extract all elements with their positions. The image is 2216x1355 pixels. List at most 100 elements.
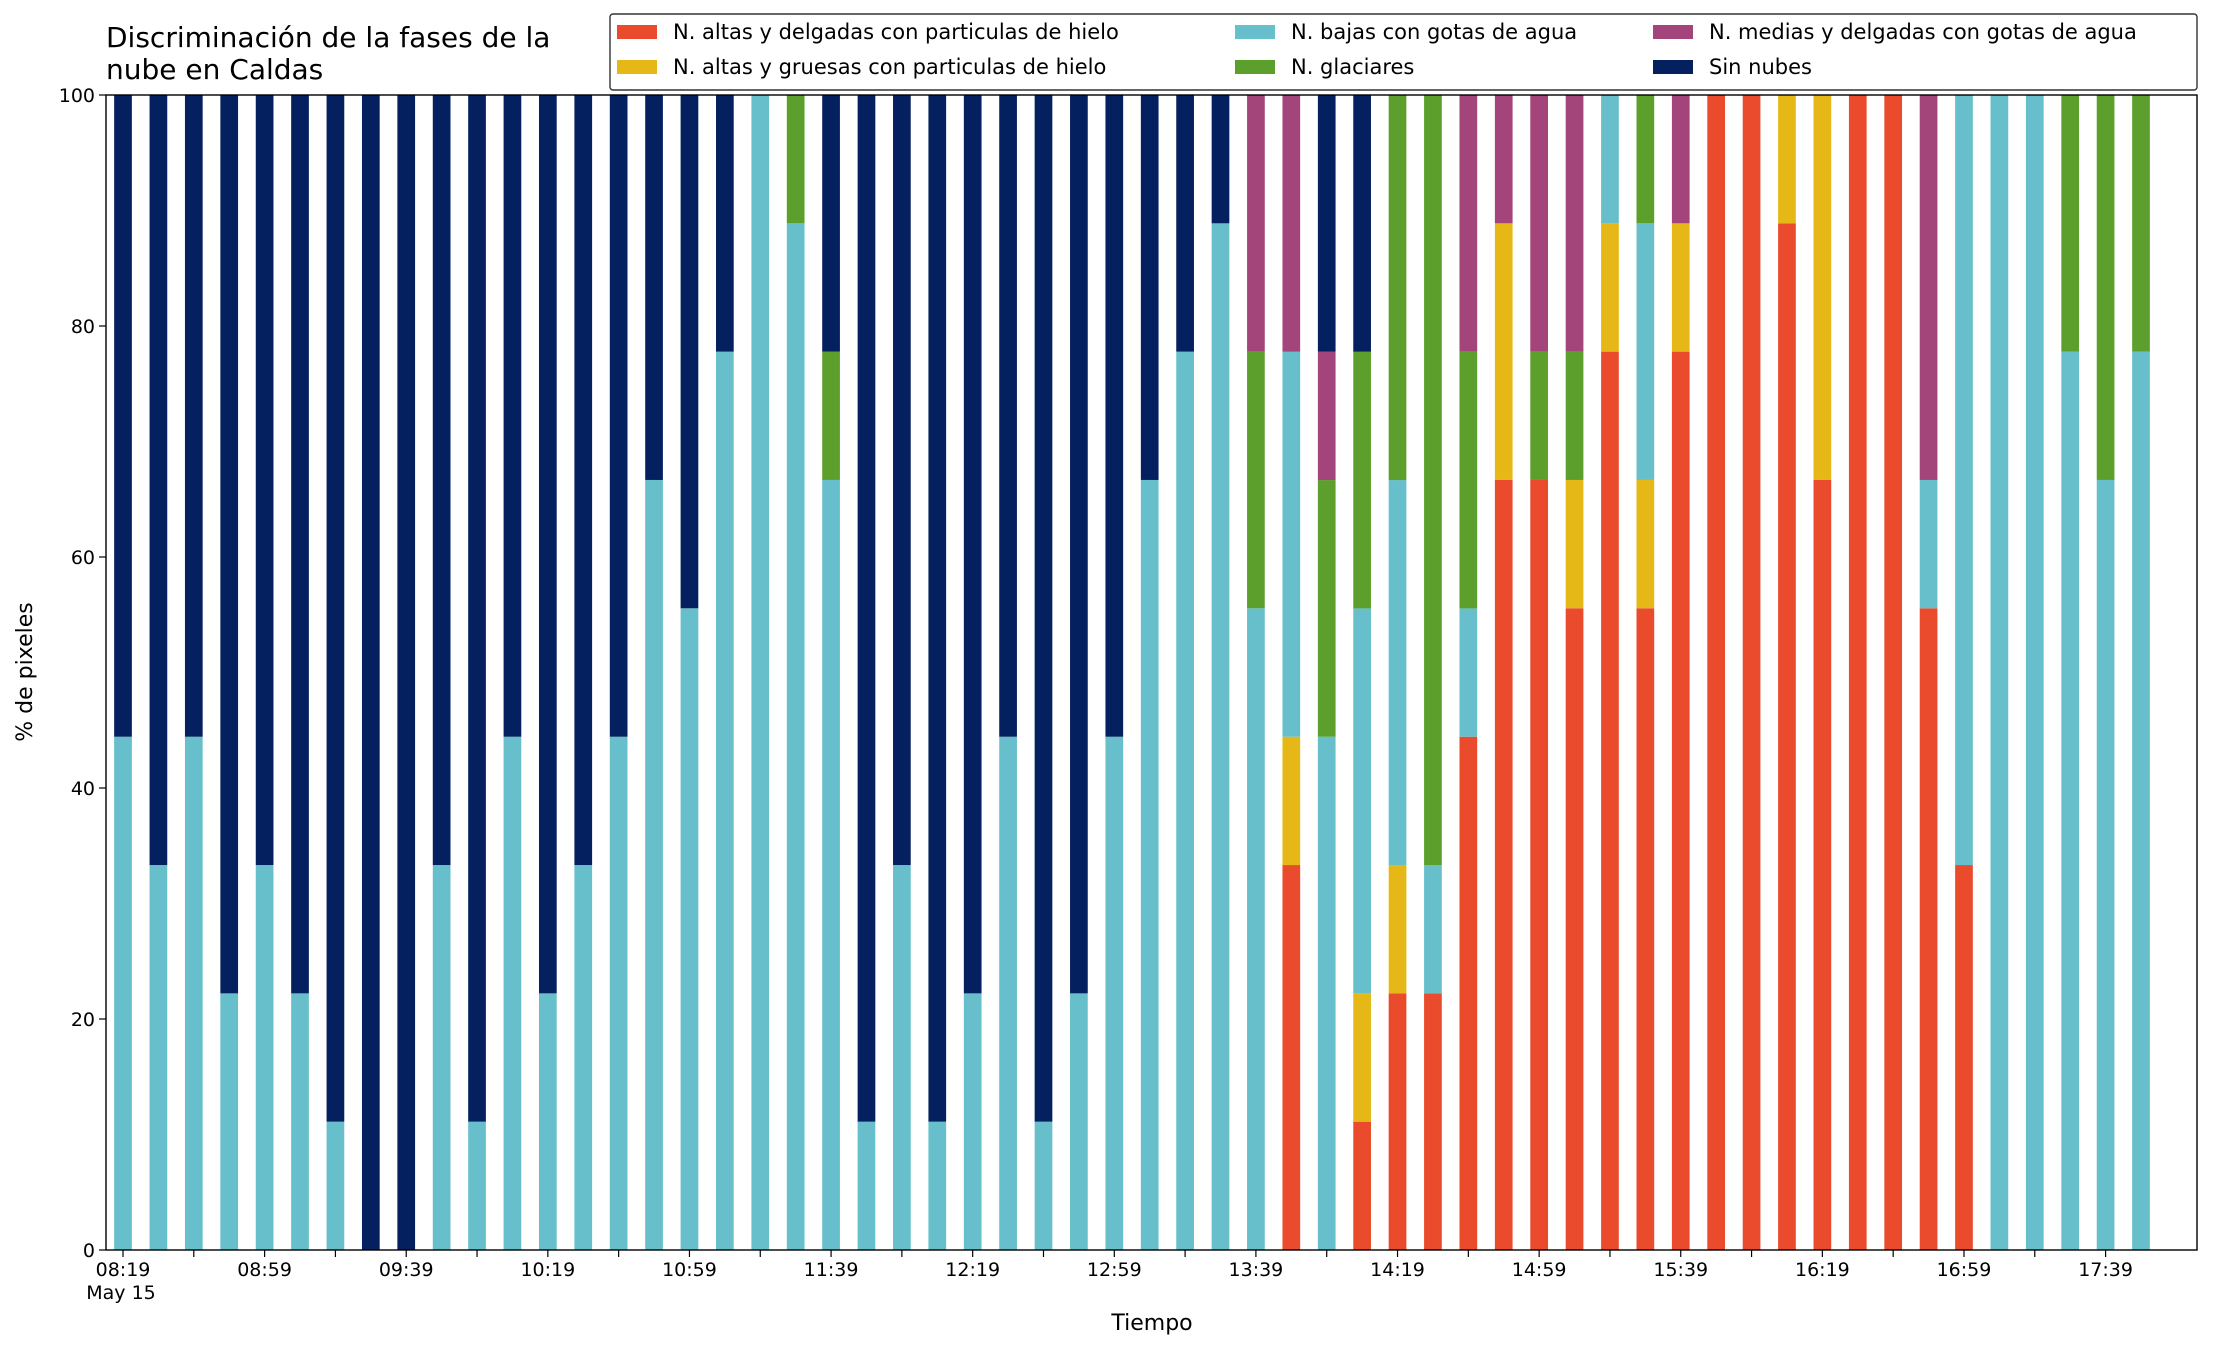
- y-tick-label: 100: [59, 85, 95, 107]
- bar-segment: [538, 993, 557, 1250]
- bar-segment: [2061, 95, 2080, 352]
- bar-segment: [1282, 736, 1301, 866]
- bar-segment: [184, 736, 203, 1250]
- x-tick-label: 15:39: [1653, 1259, 1708, 1281]
- bar-segment: [1565, 95, 1584, 352]
- bar-segment: [1990, 95, 2009, 1250]
- bar-segment: [1919, 95, 1938, 480]
- legend-label: N. altas y delgadas con particulas de hi…: [673, 20, 1119, 44]
- bar-segment: [1140, 479, 1159, 1250]
- bar-segment: [255, 95, 274, 866]
- bar-segment: [1282, 95, 1301, 352]
- bar-segment: [1388, 95, 1407, 481]
- bar-segment: [114, 95, 132, 737]
- bar-segment: [1176, 351, 1194, 1250]
- bar-segment: [503, 95, 522, 737]
- bar-segment: [1530, 351, 1548, 480]
- bar-segment: [361, 95, 380, 1250]
- y-axis-label: % de pixeles: [13, 602, 38, 741]
- bar-segment: [1884, 95, 1903, 1250]
- y-tick-label: 60: [71, 547, 95, 569]
- bar-segment: [1388, 865, 1407, 994]
- x-axis-label: Tiempo: [1110, 1311, 1192, 1336]
- bar-segment: [1565, 351, 1584, 480]
- bar-segment: [1778, 95, 1796, 224]
- bar-segment: [1530, 95, 1548, 352]
- legend-box: [609, 13, 2198, 91]
- bar-segment: [716, 95, 734, 352]
- bar-segment: [786, 95, 805, 224]
- bar-segment: [432, 865, 451, 1250]
- bar-segment: [184, 95, 203, 737]
- bar-segment: [432, 95, 451, 866]
- bar-segment: [2061, 351, 2080, 1250]
- bar-segment: [1247, 608, 1265, 1250]
- bar-segment: [609, 736, 628, 1250]
- legend-label: N. medias y delgadas con gotas de agua: [1709, 20, 2137, 44]
- legend-swatch: [1235, 25, 1275, 39]
- bar-segment: [1919, 479, 1938, 609]
- x-tick-label: 08:19: [96, 1259, 151, 1281]
- bar-segment: [220, 993, 239, 1250]
- bar-segment: [1636, 608, 1655, 1250]
- bar-segment: [822, 479, 840, 1250]
- y-tick-label: 20: [71, 1009, 95, 1031]
- bar-segment: [751, 95, 770, 1250]
- bar-segment: [1636, 479, 1655, 609]
- x-tick-label: 16:59: [1937, 1259, 1992, 1281]
- bar-segment: [468, 95, 486, 1122]
- bar-segment: [1353, 993, 1371, 1122]
- x-date-label: May 15: [86, 1282, 156, 1304]
- bar-segment: [1388, 993, 1407, 1250]
- bar-segment: [1955, 865, 1973, 1250]
- bar-segment: [2132, 351, 2150, 1250]
- bar-segment: [574, 865, 593, 1250]
- bar-segment: [2132, 95, 2150, 352]
- bar-segment: [999, 736, 1017, 1250]
- bar-segment: [609, 95, 628, 737]
- bar-segment: [1353, 1121, 1371, 1250]
- x-tick-label: 14:19: [1370, 1259, 1425, 1281]
- bar-segment: [1353, 608, 1371, 994]
- bar-segment: [1140, 95, 1159, 480]
- bar-segment: [1353, 351, 1371, 609]
- x-tick-label: 12:19: [945, 1259, 1000, 1281]
- bar-segment: [2096, 479, 2115, 1250]
- x-tick-label: 10:19: [520, 1259, 575, 1281]
- bar-segment: [1211, 95, 1230, 224]
- chart-title: Discriminación de la fases de la nube en…: [106, 21, 551, 86]
- bar-segment: [1707, 95, 1726, 1250]
- x-tick-label: 16:19: [1795, 1259, 1850, 1281]
- bar-segment: [503, 736, 522, 1250]
- bar-segment: [1317, 351, 1336, 481]
- bar-segment: [822, 351, 840, 480]
- bar-segment: [822, 95, 840, 352]
- y-tick-label: 80: [71, 316, 95, 338]
- bar-segment: [1671, 351, 1690, 1250]
- bar-segment: [963, 95, 982, 994]
- bar-segment: [1494, 223, 1513, 480]
- bar-segment: [1813, 95, 1832, 480]
- bar-segment: [1070, 95, 1088, 994]
- bar-segment: [1070, 993, 1088, 1250]
- bar-segment: [1671, 223, 1690, 352]
- bar-segment: [2096, 95, 2115, 480]
- bar-segment: [574, 95, 593, 866]
- bar-segment: [1034, 1121, 1053, 1250]
- bar-segment: [786, 223, 805, 1250]
- bar-segment: [1459, 608, 1478, 737]
- bar-segment: [1919, 608, 1938, 1250]
- plot-frame: [105, 94, 2198, 1251]
- bar-segment: [1424, 865, 1442, 994]
- bar-segment: [326, 1121, 345, 1250]
- bar-segment: [1813, 479, 1832, 1250]
- bar-segment: [645, 95, 663, 480]
- bar-segment: [1282, 865, 1301, 1250]
- y-tick-label: 40: [71, 778, 95, 800]
- bar-segment: [1176, 95, 1194, 352]
- bar-segment: [1317, 736, 1336, 1250]
- bar-segment: [1494, 95, 1513, 224]
- bar-segment: [1530, 479, 1548, 1250]
